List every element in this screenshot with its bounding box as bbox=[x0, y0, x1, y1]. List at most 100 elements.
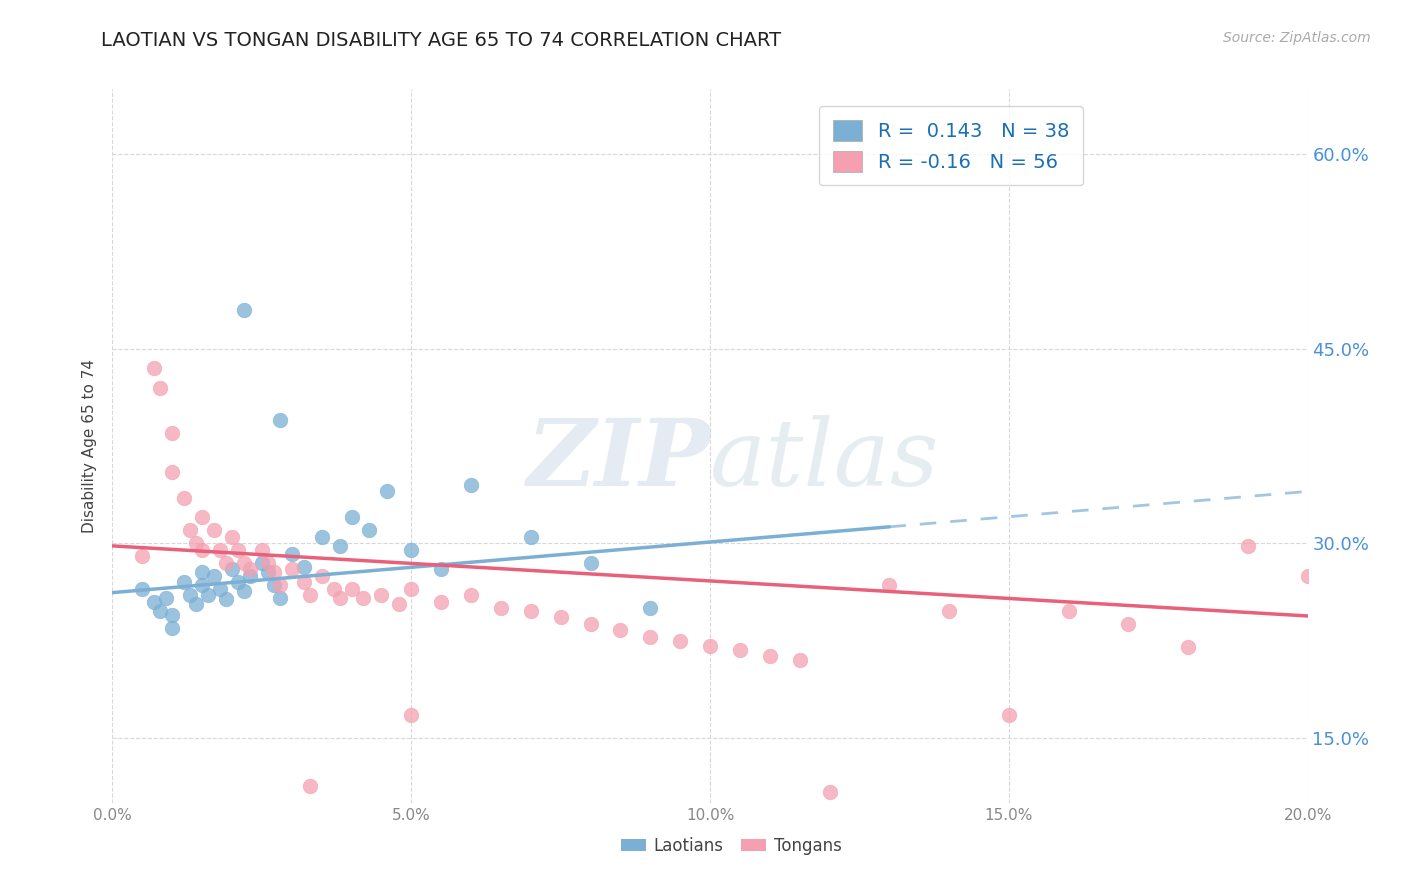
Point bbox=[1177, 640, 1199, 654]
Point bbox=[143, 361, 166, 376]
Point bbox=[281, 562, 304, 576]
Point bbox=[191, 565, 214, 579]
Point bbox=[359, 524, 381, 538]
Point bbox=[250, 542, 273, 557]
Point bbox=[759, 649, 782, 664]
Point bbox=[401, 582, 423, 596]
Point bbox=[269, 591, 291, 605]
Point bbox=[162, 465, 183, 479]
Point bbox=[186, 597, 208, 611]
Point bbox=[155, 591, 177, 605]
Point bbox=[377, 484, 399, 499]
Point bbox=[340, 582, 363, 596]
Point bbox=[550, 610, 572, 624]
Point bbox=[215, 592, 238, 607]
Legend: Laotians, Tongans: Laotians, Tongans bbox=[614, 830, 848, 862]
Point bbox=[640, 630, 662, 644]
Point bbox=[263, 565, 285, 579]
Point bbox=[520, 604, 543, 618]
Point bbox=[263, 578, 285, 592]
Point bbox=[1057, 604, 1080, 618]
Point bbox=[209, 542, 232, 557]
Point bbox=[179, 588, 201, 602]
Point bbox=[329, 539, 352, 553]
Point bbox=[520, 530, 543, 544]
Point bbox=[191, 578, 214, 592]
Point bbox=[609, 624, 631, 638]
Point bbox=[131, 582, 153, 596]
Point bbox=[460, 588, 482, 602]
Point bbox=[728, 642, 751, 657]
Point bbox=[353, 591, 375, 605]
Point bbox=[460, 478, 482, 492]
Point bbox=[579, 616, 602, 631]
Point bbox=[257, 565, 280, 579]
Point bbox=[669, 633, 692, 648]
Point bbox=[388, 597, 411, 611]
Point bbox=[250, 556, 273, 570]
Point bbox=[1296, 568, 1319, 582]
Point bbox=[162, 621, 183, 635]
Point bbox=[149, 604, 172, 618]
Point bbox=[202, 568, 225, 582]
Point bbox=[226, 542, 249, 557]
Point bbox=[879, 578, 901, 592]
Point bbox=[818, 785, 841, 799]
Point bbox=[215, 556, 238, 570]
Point bbox=[149, 381, 172, 395]
Point bbox=[257, 556, 280, 570]
Point bbox=[298, 588, 321, 602]
Text: ZIP: ZIP bbox=[526, 416, 710, 505]
Point bbox=[162, 425, 183, 440]
Point bbox=[340, 510, 363, 524]
Text: Source: ZipAtlas.com: Source: ZipAtlas.com bbox=[1223, 31, 1371, 45]
Point bbox=[789, 653, 811, 667]
Point bbox=[197, 588, 219, 602]
Point bbox=[401, 707, 423, 722]
Point bbox=[209, 582, 232, 596]
Point bbox=[269, 413, 291, 427]
Point bbox=[1118, 616, 1140, 631]
Point bbox=[322, 582, 344, 596]
Point bbox=[311, 530, 333, 544]
Point bbox=[998, 707, 1021, 722]
Point bbox=[233, 302, 256, 317]
Point bbox=[191, 510, 214, 524]
Point bbox=[233, 584, 256, 599]
Point bbox=[1237, 539, 1260, 553]
Point bbox=[233, 556, 256, 570]
Point bbox=[298, 779, 321, 793]
Point bbox=[329, 591, 352, 605]
Point bbox=[239, 568, 262, 582]
Point bbox=[401, 542, 423, 557]
Point bbox=[173, 491, 195, 505]
Point bbox=[226, 575, 249, 590]
Point bbox=[430, 562, 453, 576]
Point bbox=[640, 601, 662, 615]
Text: atlas: atlas bbox=[710, 416, 939, 505]
Point bbox=[370, 588, 392, 602]
Point bbox=[221, 530, 243, 544]
Point bbox=[202, 524, 225, 538]
Point bbox=[221, 562, 243, 576]
Point bbox=[269, 578, 291, 592]
Point bbox=[281, 547, 304, 561]
Point bbox=[191, 542, 214, 557]
Text: LAOTIAN VS TONGAN DISABILITY AGE 65 TO 74 CORRELATION CHART: LAOTIAN VS TONGAN DISABILITY AGE 65 TO 7… bbox=[101, 31, 782, 50]
Legend: R =  0.143   N = 38, R = -0.16   N = 56: R = 0.143 N = 38, R = -0.16 N = 56 bbox=[820, 106, 1083, 186]
Point bbox=[699, 639, 721, 653]
Point bbox=[292, 575, 315, 590]
Point bbox=[239, 562, 262, 576]
Point bbox=[173, 575, 195, 590]
Point bbox=[938, 604, 960, 618]
Point bbox=[143, 595, 166, 609]
Point bbox=[162, 607, 183, 622]
Point bbox=[579, 556, 602, 570]
Point bbox=[311, 568, 333, 582]
Point bbox=[131, 549, 153, 564]
Point bbox=[186, 536, 208, 550]
Y-axis label: Disability Age 65 to 74: Disability Age 65 to 74 bbox=[82, 359, 97, 533]
Point bbox=[430, 595, 453, 609]
Point bbox=[292, 559, 315, 574]
Point bbox=[179, 524, 201, 538]
